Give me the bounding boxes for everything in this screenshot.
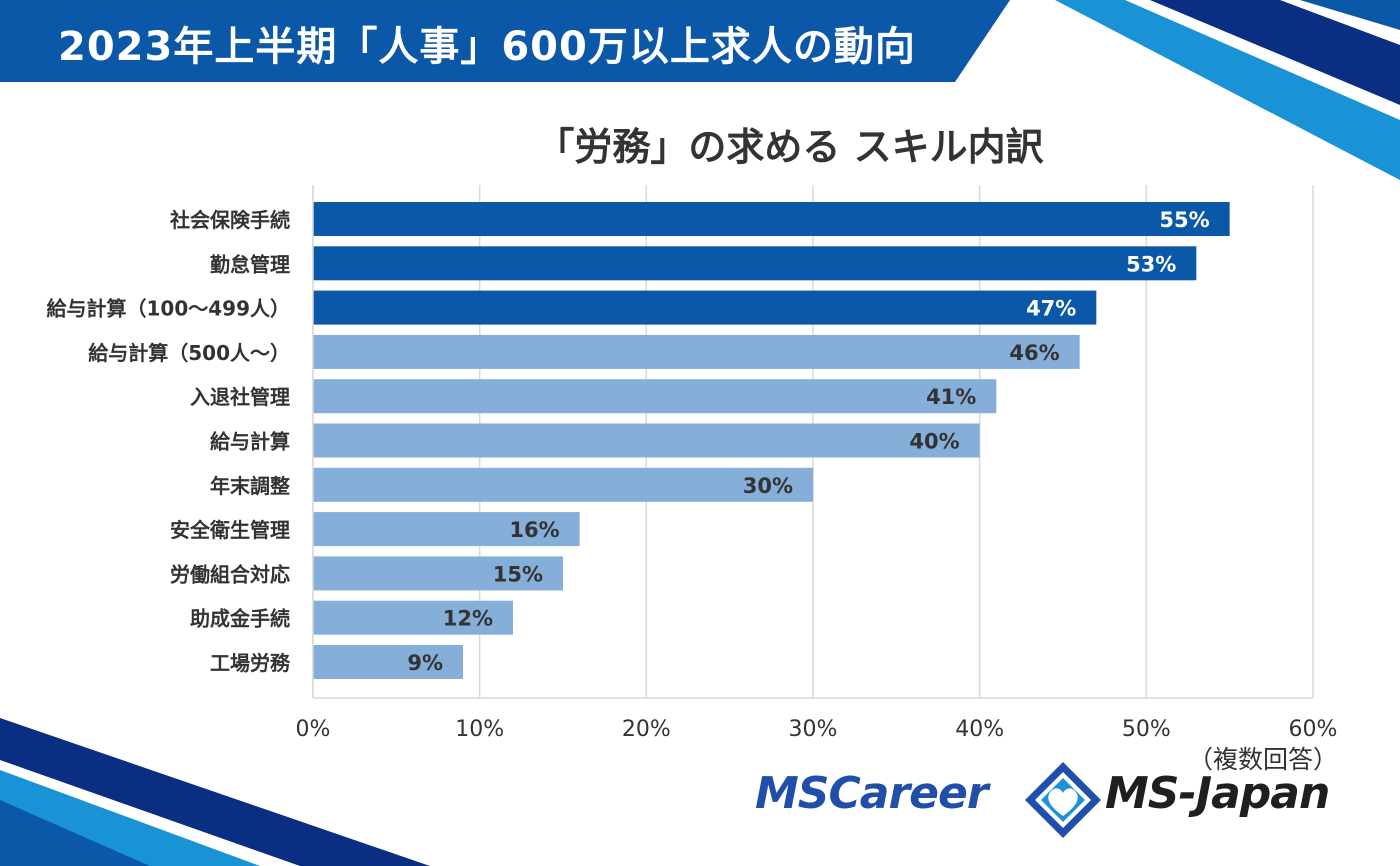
bar [313, 645, 463, 679]
data-label: 53% [1126, 252, 1176, 276]
category-label: 給与計算（100〜499人） [47, 297, 291, 321]
category-label: 年末調整 [210, 474, 290, 498]
data-label: 30% [743, 474, 793, 498]
data-label: 9% [407, 651, 443, 675]
stripe-bottom-left-mid [0, 800, 150, 866]
multiple-answer-note: （複数回答） [1187, 745, 1338, 774]
logo-area: MSCareer MS-Japan [755, 760, 1345, 840]
category-label: 安全衛生管理 [170, 518, 290, 542]
bar [313, 512, 580, 547]
data-label: 12% [443, 607, 493, 631]
category-label: 工場労務 [210, 651, 291, 675]
bar [313, 334, 1080, 369]
stripe-top-right-light [1055, 0, 1400, 180]
data-label: 41% [926, 385, 976, 409]
data-label: 16% [509, 518, 559, 542]
data-label: 40% [909, 430, 959, 454]
category-label: 社会保険手続 [169, 208, 290, 232]
x-tick-label: 40% [955, 717, 1004, 742]
bar [313, 379, 997, 414]
category-label: 助成金手続 [190, 607, 290, 631]
x-tick-label: 30% [789, 717, 838, 742]
category-label: 勤怠管理 [210, 252, 290, 276]
header-title: 2023年上半期「人事」600万以上求人の動向 [58, 24, 916, 70]
chart-title: 「労務」の求める スキル内訳 [536, 125, 1044, 169]
stripe-top-right-mid [1300, 0, 1400, 30]
data-label: 47% [1026, 297, 1076, 321]
bar [313, 600, 513, 635]
mscareer-logo: MSCareer [755, 768, 989, 819]
category-label: 給与計算 [210, 430, 290, 454]
header-band [0, 0, 1010, 82]
data-label: 55% [1159, 208, 1209, 232]
x-tick-label: 10% [455, 717, 504, 742]
data-label: 15% [493, 562, 543, 586]
bar [313, 246, 1197, 281]
x-tick-label: 20% [622, 717, 671, 742]
x-tick-label: 50% [1122, 717, 1171, 742]
bar [313, 202, 1230, 236]
bar [313, 467, 813, 502]
bar [313, 556, 563, 591]
bar [313, 290, 1097, 325]
bar [313, 423, 980, 458]
category-label: 労働組合対応 [170, 562, 290, 586]
stripe-bottom-left-dark [0, 718, 430, 866]
diamond-heart-icon [1025, 762, 1101, 838]
data-label: 46% [1009, 341, 1059, 365]
x-tick-label: 60% [1289, 717, 1338, 742]
category-label: 入退社管理 [190, 385, 290, 409]
category-label: 給与計算（500人〜） [88, 341, 290, 365]
msjapan-logo: MS-Japan [1105, 768, 1330, 819]
stripe-top-right-dark [1150, 0, 1400, 105]
x-tick-label: 0% [296, 717, 331, 742]
